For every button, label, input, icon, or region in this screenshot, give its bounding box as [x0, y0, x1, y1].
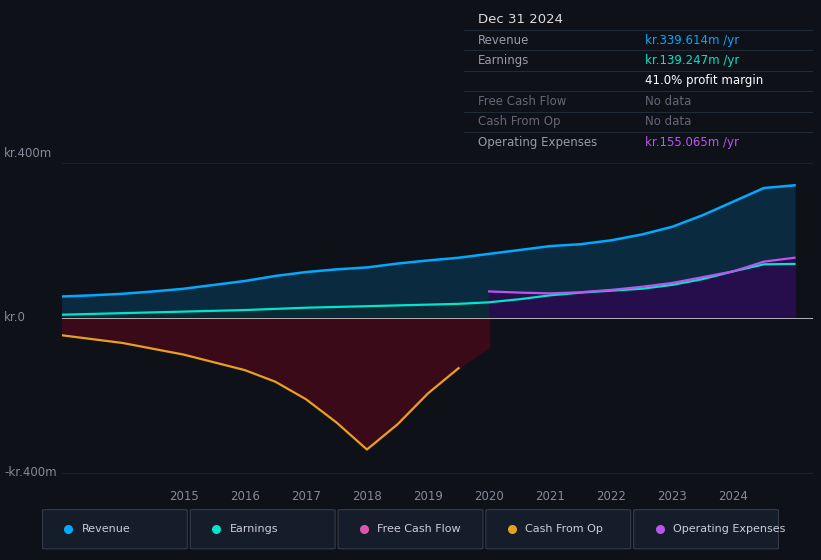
Text: Cash From Op: Cash From Op [525, 524, 603, 534]
Text: kr.0: kr.0 [4, 311, 26, 324]
Text: 41.0% profit margin: 41.0% profit margin [645, 74, 764, 87]
Text: Free Cash Flow: Free Cash Flow [378, 524, 461, 534]
Text: Revenue: Revenue [82, 524, 131, 534]
Text: kr.400m: kr.400m [4, 147, 53, 160]
FancyBboxPatch shape [338, 510, 483, 549]
Text: kr.139.247m /yr: kr.139.247m /yr [645, 54, 740, 67]
Text: kr.339.614m /yr: kr.339.614m /yr [645, 34, 740, 46]
Text: Cash From Op: Cash From Op [478, 115, 560, 128]
Text: kr.155.065m /yr: kr.155.065m /yr [645, 136, 739, 148]
Text: Free Cash Flow: Free Cash Flow [478, 95, 566, 108]
Text: Revenue: Revenue [478, 34, 530, 46]
Text: Earnings: Earnings [230, 524, 278, 534]
FancyBboxPatch shape [43, 510, 187, 549]
Text: -kr.400m: -kr.400m [4, 466, 57, 479]
Text: No data: No data [645, 115, 691, 128]
FancyBboxPatch shape [634, 510, 778, 549]
FancyBboxPatch shape [190, 510, 335, 549]
Text: No data: No data [645, 95, 691, 108]
FancyBboxPatch shape [486, 510, 631, 549]
Text: Dec 31 2024: Dec 31 2024 [478, 13, 563, 26]
Text: Operating Expenses: Operating Expenses [478, 136, 597, 148]
Text: Operating Expenses: Operating Expenses [673, 524, 785, 534]
Text: Earnings: Earnings [478, 54, 530, 67]
